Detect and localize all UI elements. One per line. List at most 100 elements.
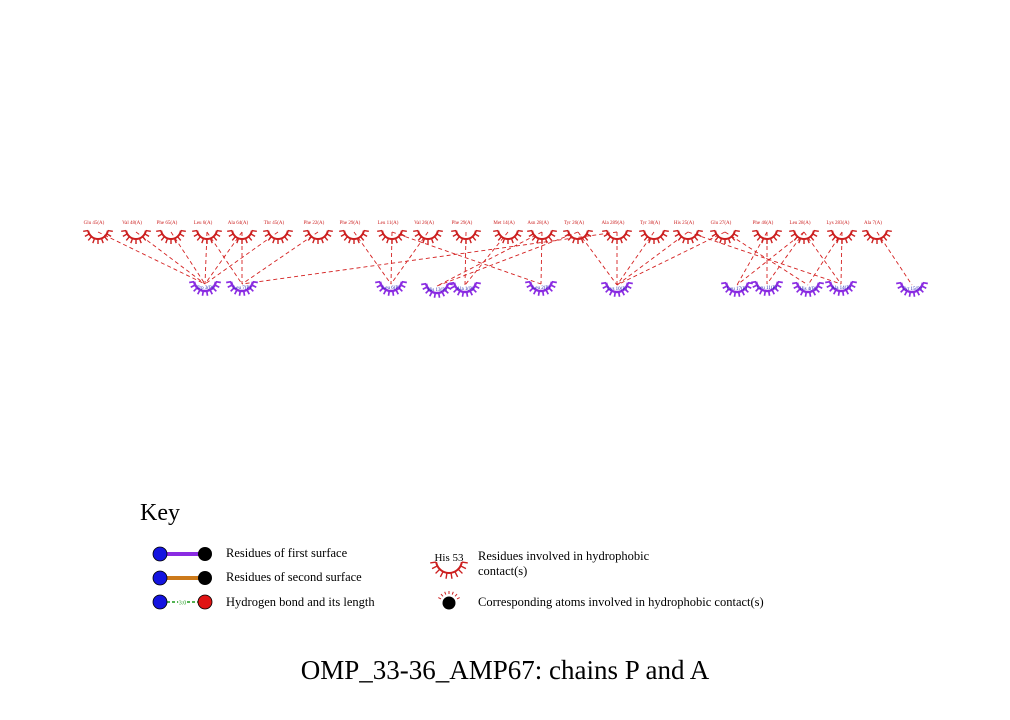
hydrophobic-contact-line — [204, 231, 279, 285]
chain-p-residue-spike — [804, 291, 808, 297]
chain-p-residue-spike — [737, 291, 741, 297]
chain-a-residue-spike — [216, 229, 222, 233]
chain-p-residue-spike — [912, 291, 916, 297]
chain-p-residue-spike — [602, 285, 608, 290]
chain-a-residue-spike — [264, 233, 270, 237]
chain-p-residue-label: His 13(P) — [427, 288, 447, 293]
chain-a-residue-spike — [348, 238, 352, 244]
chain-p-residue-label: Leu 7(P) — [233, 286, 251, 291]
chain-a-residue-spike — [192, 229, 198, 233]
key-hydrophobic-residues-text: Residues involved in hydrophobic contact… — [478, 549, 650, 578]
chain-p-residue-spike — [601, 281, 607, 285]
chain-a-residue-spike — [304, 233, 310, 237]
chain-a-residue-spike — [866, 236, 872, 241]
chain-p-residue-spike — [190, 284, 196, 289]
chain-a-residue-spike — [215, 233, 221, 237]
chain-p-residue-spike — [747, 281, 753, 285]
chain-a-residue-label: Leu 11(A) — [378, 221, 399, 226]
hydrophobic-atom-spike — [454, 593, 458, 597]
chain-a-residue-spike — [587, 229, 593, 233]
chain-p-residue-label: Leu 2(P) — [532, 286, 550, 291]
chain-a-residue-spike — [714, 236, 720, 241]
chain-a-residue-spike — [640, 233, 646, 237]
chain-p-residue-spike — [465, 291, 469, 297]
chain-a-residue-spike — [231, 236, 237, 241]
chain-a-residue-spike — [356, 238, 360, 244]
chain-p-residue-spike — [627, 281, 633, 285]
chain-p-residue-spike — [751, 280, 757, 284]
hydrophobic-atom-icon — [438, 591, 460, 610]
second-surface-atom-blue — [152, 570, 168, 586]
chain-a-residue-spike — [776, 229, 782, 233]
chain-a-residue-label: Leu 6(A) — [194, 221, 213, 226]
chain-p-residue-spike — [733, 291, 737, 297]
chain-a-residue-spike — [422, 238, 426, 244]
key-hydrophobic-spike — [439, 571, 444, 578]
hydrophobic-contact-line — [135, 231, 206, 285]
chain-a-residue-spike — [303, 229, 309, 233]
chain-p-residue-spike — [774, 287, 779, 292]
chain-p-residue: Trp 3(P) — [189, 280, 221, 296]
chain-a-residue-spike — [510, 238, 514, 244]
chain-a-residue-spike — [165, 238, 169, 244]
first-surface-atom-blue — [152, 546, 168, 562]
chain-p-residue-spike — [395, 289, 400, 295]
figure-title: OMP_33-36_AMP67: chains P and A — [300, 655, 710, 685]
chain-p-residue-spike — [379, 287, 384, 292]
chain-a-residue-spike — [727, 238, 731, 244]
key-hydrophobic-atoms-text: Corresponding atoms involved in hydropho… — [478, 595, 764, 609]
chain-p-residue-spike — [475, 281, 481, 285]
chain-a-residue-spike — [377, 229, 383, 233]
chain-a-residue-spike — [690, 238, 694, 244]
chain-a-residue-spike — [209, 238, 213, 244]
hydrophobic-contact-line — [577, 231, 618, 286]
chain-a-residue-spike — [160, 236, 166, 241]
chain-a-residue-label: Ala 7(A) — [864, 221, 882, 226]
chain-a-residue-spike — [761, 238, 765, 244]
key-hydrophobic-spike — [457, 568, 463, 574]
chain-p-residue-spike — [441, 291, 446, 297]
chain-a-residue-spike — [247, 236, 253, 241]
chain-a-residue-arc — [793, 230, 815, 240]
chain-p-residue-spike — [799, 290, 804, 296]
chain-p-residue-arc — [424, 283, 450, 295]
chain-a-residue-spike — [527, 229, 533, 233]
chain-p-residue-spike — [815, 288, 820, 293]
chain-p-residue-spike — [525, 280, 531, 284]
chain-a-residue-arc — [125, 230, 147, 240]
chain-p-residue-label: Leu 11(P) — [757, 286, 777, 291]
chain-a-residue-spike — [287, 229, 293, 233]
hydrophobic-contact-line — [206, 231, 243, 285]
hydrophobic-contact-line — [807, 231, 843, 286]
chain-a-residue-arc — [756, 230, 778, 240]
chain-a-residue-label: Tyr 26(A) — [564, 221, 584, 226]
chain-p-residue-spike — [921, 285, 927, 290]
chain-p-residue-spike — [922, 281, 928, 285]
chain-p-residue-spike — [375, 280, 381, 284]
chain-a-residue-label: Phe 29(A) — [452, 221, 473, 226]
chain-a-residue-spike — [436, 233, 442, 237]
chain-p-residue-spike — [453, 288, 458, 293]
chain-p-residue-spike — [908, 291, 912, 297]
chain-a-residue: Glu 27(A) — [710, 221, 740, 244]
chain-p-residue: Leu 6(P) — [375, 280, 407, 296]
chain-p-residue-label: Leu 17(P) — [727, 287, 747, 292]
chain-a-residue-spike — [144, 233, 150, 237]
chain-p-residue-spike — [242, 290, 246, 296]
chain-a-residue-spike — [882, 236, 888, 241]
chain-a-residue-spike — [753, 233, 759, 237]
chain-p-residue-spike — [916, 290, 921, 296]
chain-a-residue-spike — [286, 233, 292, 237]
chain-p-residue: Tyr 15(P) — [896, 281, 928, 297]
chain-p-residue-spike — [391, 290, 395, 296]
chain-p-residue-spike — [444, 289, 449, 294]
chain-p-residue-spike — [246, 289, 251, 295]
chain-a-residue-spike — [471, 236, 477, 241]
chain-a-residue-spike — [212, 236, 218, 241]
chain-a-residue-spike — [622, 236, 628, 241]
chain-p-residue-spike — [722, 285, 728, 290]
chain-p-residue-spike — [741, 290, 746, 296]
chain-a-residue: Tyr 26(A) — [563, 221, 593, 244]
chain-p-residue-spike — [550, 284, 556, 289]
chain-a-residue-spike — [343, 236, 349, 241]
